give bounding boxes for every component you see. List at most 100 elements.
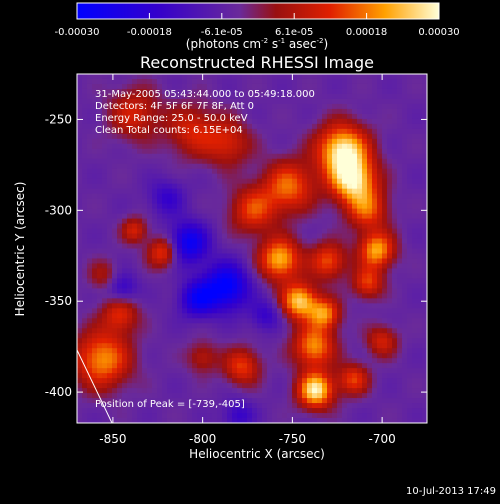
heatmap-cell bbox=[202, 268, 208, 275]
heatmap-cell bbox=[412, 278, 418, 284]
heatmap-cell bbox=[252, 288, 258, 294]
heatmap-cell bbox=[112, 393, 118, 399]
heatmap-cell bbox=[112, 198, 118, 205]
heatmap-cell bbox=[222, 263, 228, 270]
heatmap-cell bbox=[422, 328, 427, 334]
heatmap-cell bbox=[282, 178, 288, 185]
heatmap-cell bbox=[122, 328, 128, 334]
heatmap-cell bbox=[287, 138, 293, 145]
heatmap-cell bbox=[182, 113, 188, 120]
heatmap-cell bbox=[242, 273, 248, 280]
heatmap-cell bbox=[247, 418, 253, 423]
heatmap-cell bbox=[197, 228, 203, 235]
heatmap-cell bbox=[172, 393, 178, 399]
heatmap-cell bbox=[262, 228, 268, 235]
heatmap-cell bbox=[412, 133, 418, 140]
heatmap-cell bbox=[367, 123, 373, 130]
heatmap-cell bbox=[332, 338, 338, 344]
heatmap-cell bbox=[337, 243, 343, 250]
heatmap-cell bbox=[142, 383, 148, 389]
heatmap-cell bbox=[137, 293, 143, 299]
heatmap-cell bbox=[97, 373, 103, 379]
heatmap-cell bbox=[182, 133, 188, 140]
heatmap-cell bbox=[152, 188, 158, 195]
heatmap-cell bbox=[187, 118, 193, 125]
heatmap-cell bbox=[102, 353, 108, 359]
heatmap-cell bbox=[177, 138, 183, 145]
heatmap-cell bbox=[152, 233, 158, 240]
heatmap-cell bbox=[212, 378, 218, 384]
heatmap-cell bbox=[137, 158, 143, 165]
heatmap-cell bbox=[87, 398, 93, 404]
heatmap-cell bbox=[127, 103, 133, 110]
heatmap-cell bbox=[327, 283, 333, 289]
heatmap-cell bbox=[382, 258, 388, 265]
heatmap-cell bbox=[157, 408, 163, 414]
heatmap-cell bbox=[312, 198, 318, 205]
heatmap-cell bbox=[107, 78, 113, 85]
heatmap-cell bbox=[327, 288, 333, 294]
heatmap-cell bbox=[142, 203, 148, 210]
heatmap-cell bbox=[82, 258, 88, 265]
heatmap-cell bbox=[257, 203, 263, 210]
heatmap-cell bbox=[322, 153, 328, 160]
heatmap-cell bbox=[157, 223, 163, 230]
heatmap-cell bbox=[367, 103, 373, 110]
heatmap-cell bbox=[262, 74, 268, 80]
heatmap-cell bbox=[357, 313, 363, 319]
heatmap-cell bbox=[402, 193, 408, 200]
heatmap-cell bbox=[177, 98, 183, 105]
heatmap-cell bbox=[142, 393, 148, 399]
heatmap-cell bbox=[422, 278, 427, 284]
heatmap-cell bbox=[392, 213, 398, 220]
heatmap-cell bbox=[87, 388, 93, 394]
heatmap-cell bbox=[112, 208, 118, 215]
heatmap-cell bbox=[302, 268, 308, 275]
heatmap-cell bbox=[97, 153, 103, 160]
heatmap-cell bbox=[197, 318, 203, 324]
heatmap-cell bbox=[422, 213, 427, 220]
heatmap-cell bbox=[102, 143, 108, 150]
heatmap-cell bbox=[147, 408, 153, 414]
heatmap-cell bbox=[142, 173, 148, 180]
heatmap-cell bbox=[132, 323, 138, 329]
heatmap-cell bbox=[127, 168, 133, 175]
heatmap-cell bbox=[352, 123, 358, 130]
heatmap-cell bbox=[257, 253, 263, 260]
heatmap-cell bbox=[337, 248, 343, 255]
heatmap-cell bbox=[292, 88, 298, 95]
heatmap-cell bbox=[187, 198, 193, 205]
heatmap-cell bbox=[132, 298, 138, 304]
heatmap-cell bbox=[397, 373, 403, 379]
heatmap-cell bbox=[382, 323, 388, 329]
heatmap-cell bbox=[357, 278, 363, 284]
heatmap-cell bbox=[312, 93, 318, 100]
heatmap-cell bbox=[392, 203, 398, 210]
heatmap-cell bbox=[237, 113, 243, 120]
heatmap-cell bbox=[357, 353, 363, 359]
heatmap-cell bbox=[192, 378, 198, 384]
heatmap-cell bbox=[397, 388, 403, 394]
heatmap-cell bbox=[262, 313, 268, 319]
heatmap-cell bbox=[397, 378, 403, 384]
heatmap-cell bbox=[157, 303, 163, 309]
heatmap-cell bbox=[227, 178, 233, 185]
heatmap-cell bbox=[422, 113, 427, 120]
heatmap-cell bbox=[412, 368, 418, 374]
heatmap-cell bbox=[302, 108, 308, 115]
heatmap-cell bbox=[347, 398, 353, 404]
heatmap-cell bbox=[372, 228, 378, 235]
heatmap-cell bbox=[172, 183, 178, 190]
heatmap-cell bbox=[77, 233, 83, 240]
heatmap-cell bbox=[102, 408, 108, 414]
heatmap-cell bbox=[297, 163, 303, 170]
heatmap-cell bbox=[202, 258, 208, 265]
heatmap-cell bbox=[392, 393, 398, 399]
heatmap-cell bbox=[162, 388, 168, 394]
heatmap-cell bbox=[352, 118, 358, 125]
heatmap-cell bbox=[112, 113, 118, 120]
heatmap-cell bbox=[147, 353, 153, 359]
heatmap-cell bbox=[87, 143, 93, 150]
heatmap-cell bbox=[217, 253, 223, 260]
heatmap-cell bbox=[342, 258, 348, 265]
